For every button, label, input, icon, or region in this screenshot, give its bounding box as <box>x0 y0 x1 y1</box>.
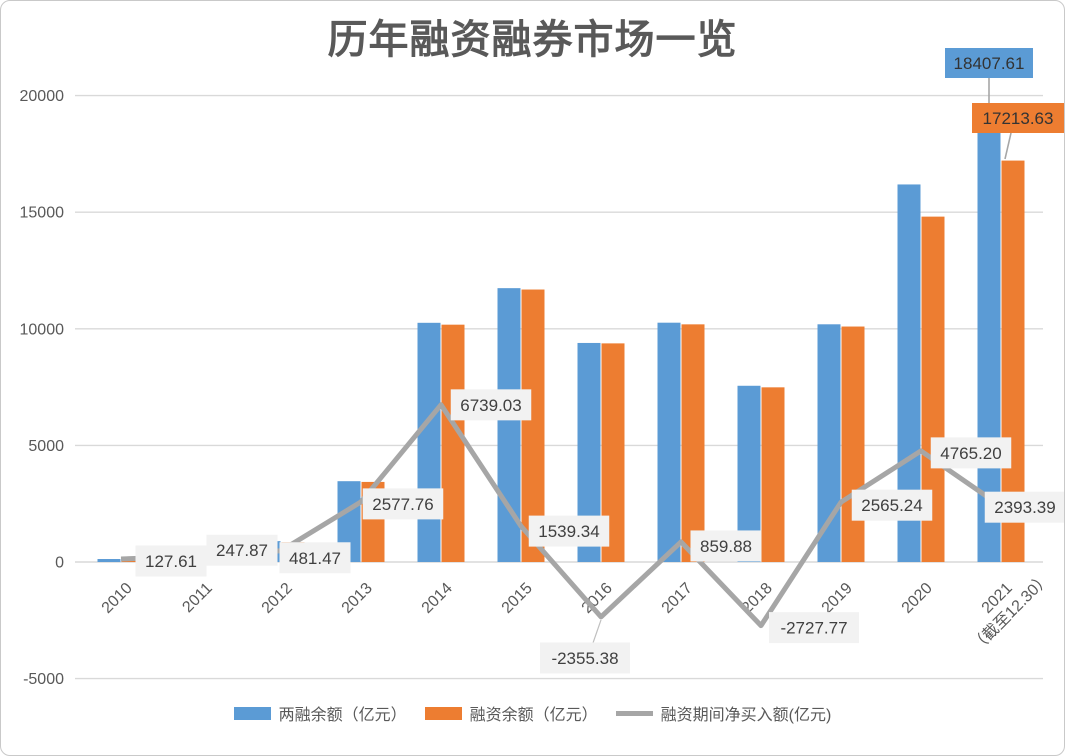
legend-item-financing-balance: 融资余额（亿元） <box>424 701 598 725</box>
x-tick-label: 2010 <box>99 580 136 617</box>
bar <box>681 324 705 562</box>
bar <box>337 481 361 562</box>
bar <box>897 184 921 562</box>
data-label-text: 1539.34 <box>538 522 599 541</box>
callout-box <box>945 48 1033 78</box>
bar <box>417 322 441 562</box>
y-tick-label: -5000 <box>23 671 64 688</box>
bar <box>577 342 601 562</box>
data-label-box <box>450 389 532 421</box>
y-tick-label: 20000 <box>20 88 65 105</box>
bars-series-0 <box>97 132 1001 562</box>
x-tick-label: 2014 <box>419 580 456 617</box>
x-axis-tick-labels: 2010 2011 2012 2013 2014 2015 2016 2017 2018 2019… <box>99 556 1054 656</box>
bar <box>817 324 841 562</box>
data-label-text: -2355.38 <box>551 649 618 668</box>
bar <box>761 387 785 562</box>
legend-label: 两融余额（亿元） <box>278 707 407 724</box>
y-tick-label: 15000 <box>20 205 65 222</box>
bars-series-1 <box>121 160 1025 562</box>
chart-title: 历年融资融券市场一览 <box>327 18 738 62</box>
legend-swatch-gray-line-icon <box>615 710 653 716</box>
y-tick-label: 0 <box>55 555 64 572</box>
x-tick-label: 2015 <box>499 580 536 617</box>
bar <box>601 343 625 562</box>
data-label-text: 481.47 <box>289 549 341 568</box>
data-label-box <box>930 437 1012 469</box>
legend-item-net-buyin: 融资期间净买入额(亿元) <box>615 701 832 725</box>
data-label-box <box>528 515 610 547</box>
x-tick-label: 2019 <box>819 580 856 617</box>
data-label-text: 6739.03 <box>460 396 521 415</box>
data-label-text: 4765.20 <box>940 444 1001 463</box>
bar <box>657 322 681 562</box>
data-label-box <box>769 612 859 644</box>
bar <box>97 559 121 562</box>
data-label-box <box>279 542 351 574</box>
x-tick-label: 2017 <box>659 580 696 617</box>
legend-label: 融资期间净买入额(亿元) <box>660 707 832 724</box>
data-label-text: 2393.39 <box>994 498 1055 517</box>
data-label-text: 859.88 <box>700 537 752 556</box>
data-label-text: -2727.77 <box>780 619 847 638</box>
callout-text: 17213.63 <box>983 109 1054 128</box>
x-tick-label: 2011 <box>179 580 215 616</box>
x-tick-label: 2020 <box>899 580 936 617</box>
y-axis-tick-labels: -5000 0 5000 10000 15000 20000 <box>20 88 65 688</box>
x-tick-label: 2012 <box>259 580 296 617</box>
legend-label: 融资余额（亿元） <box>469 707 598 724</box>
legend-item-margin-total-balance: 两融余额（亿元） <box>233 701 407 725</box>
y-tick-label: 5000 <box>28 438 64 455</box>
data-label-box <box>206 534 278 566</box>
data-label-text: 127.61 <box>145 552 197 571</box>
data-label-text: 247.87 <box>216 541 268 560</box>
x-tick-label: 2021（截至12.30） <box>954 556 1054 656</box>
bar <box>441 324 465 562</box>
data-label-box <box>851 489 933 521</box>
callout-box <box>972 103 1064 133</box>
data-label-text: 2577.76 <box>372 495 433 514</box>
line-data-labels: 127.61 247.87 481.47 2577.76 6739.03 1539.34 -… <box>135 389 1064 674</box>
bar <box>841 326 865 562</box>
callout-text: 18407.61 <box>954 54 1025 73</box>
legend-swatch-orange-bar-icon <box>424 706 462 720</box>
data-label-box <box>690 530 762 562</box>
y-tick-label: 10000 <box>20 321 65 338</box>
data-label-box <box>135 545 207 577</box>
data-label-box <box>540 642 630 674</box>
bar <box>497 288 521 562</box>
bar <box>921 216 945 562</box>
bar-callouts: 18407.61 17213.63 <box>945 48 1064 160</box>
bar <box>521 289 545 562</box>
data-label-box <box>362 488 444 520</box>
legend-swatch-blue-bar-icon <box>233 706 271 720</box>
x-tick-label: 2013 <box>339 580 376 617</box>
bar <box>737 385 761 562</box>
data-label-box <box>984 491 1064 523</box>
data-label-text: 2565.24 <box>861 496 922 515</box>
legend: 两融余额（亿元） 融资余额（亿元） 融资期间净买入额(亿元) <box>1 701 1064 725</box>
